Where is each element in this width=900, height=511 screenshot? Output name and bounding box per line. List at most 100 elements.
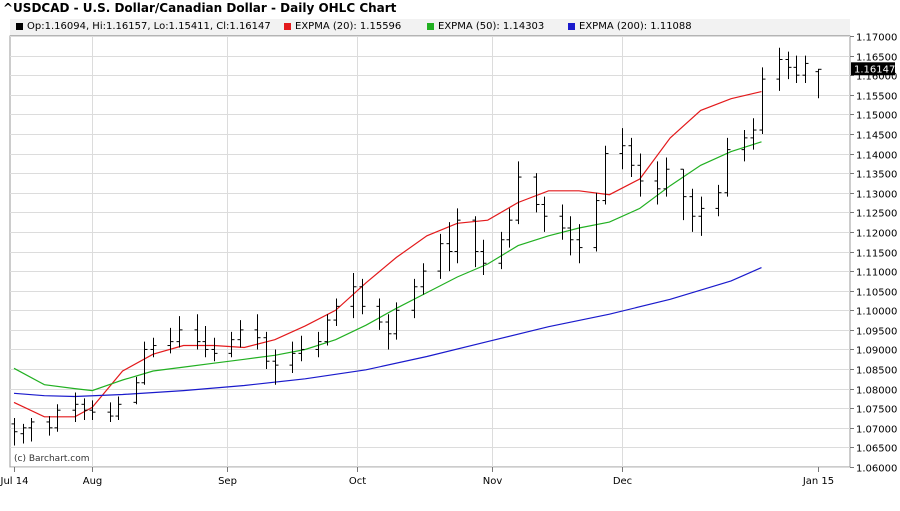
x-tick-label: Jul 14 bbox=[0, 476, 28, 487]
legend-ohlc-swatch bbox=[16, 23, 23, 30]
ohlc-bar bbox=[133, 376, 140, 405]
ema-line bbox=[13, 141, 762, 392]
ohlc-bar bbox=[194, 314, 201, 350]
y-tick-label: 1.17000 bbox=[856, 33, 897, 44]
legend-ohlc-label: Op:1.16094, Hi:1.16157, Lo:1.15411, Cl:1… bbox=[27, 21, 271, 32]
ohlc-bar bbox=[376, 298, 383, 330]
ohlc-bar bbox=[385, 314, 392, 350]
ohlc-bar bbox=[680, 168, 687, 221]
ohlc-bar bbox=[793, 55, 800, 84]
y-tick-label: 1.16000 bbox=[856, 72, 897, 83]
ohlc-bar bbox=[420, 263, 427, 295]
ohlc-bar bbox=[637, 153, 644, 197]
y-tick-label: 1.09000 bbox=[856, 346, 897, 357]
ohlc-bar bbox=[28, 418, 35, 442]
ohlc-bar bbox=[211, 337, 218, 362]
ohlc-bar bbox=[663, 157, 670, 197]
ohlc-bar bbox=[11, 418, 18, 446]
ohlc-bar bbox=[298, 335, 305, 362]
legend-ema200: EXPMA (200): 1.11088 bbox=[568, 21, 692, 32]
y-tick-label: 1.15000 bbox=[856, 111, 897, 122]
legend-ema20-label: EXPMA (20): 1.15596 bbox=[295, 21, 402, 32]
y-tick-label: 1.10000 bbox=[856, 307, 897, 318]
y-tick-label: 1.15500 bbox=[856, 92, 897, 103]
legend-ema200-swatch bbox=[568, 23, 575, 30]
y-tick-label: 1.11500 bbox=[856, 249, 897, 260]
ohlc-bar bbox=[698, 196, 705, 236]
y-tick-label: 1.16500 bbox=[856, 53, 897, 64]
ohlc-bar bbox=[263, 331, 270, 370]
legend-ema50-label: EXPMA (50): 1.14303 bbox=[438, 21, 545, 32]
legend-bar: Op:1.16094, Hi:1.16157, Lo:1.15411, Cl:1… bbox=[10, 19, 850, 36]
y-tick-label: 1.13500 bbox=[856, 170, 897, 181]
ohlc-bar bbox=[759, 67, 766, 134]
ohlc-bar bbox=[576, 224, 583, 264]
ohlc-bar bbox=[141, 341, 148, 385]
ohlc-bar bbox=[350, 273, 357, 319]
y-tick-label: 1.11000 bbox=[856, 268, 897, 279]
ohlc-bar bbox=[446, 222, 453, 272]
watermark: (c) Barchart.com bbox=[14, 454, 90, 464]
plot-area bbox=[9, 35, 851, 468]
x-tick-label: Sep bbox=[218, 476, 237, 487]
ohlc-bar bbox=[411, 278, 418, 319]
ohlc-bar bbox=[472, 216, 479, 268]
ohlc-bar bbox=[515, 161, 522, 225]
ohlc-bar bbox=[228, 331, 235, 358]
ohlc-bar bbox=[628, 137, 635, 178]
chart-title: ^USDCAD - U.S. Dollar/Canadian Dollar - … bbox=[3, 1, 397, 15]
ohlc-bar bbox=[289, 341, 296, 373]
x-tick-label: Jan 15 bbox=[802, 476, 834, 487]
legend-ema50: EXPMA (50): 1.14303 bbox=[427, 21, 544, 32]
x-tick-label: Dec bbox=[613, 476, 632, 487]
y-tick-label: 1.08500 bbox=[856, 366, 897, 377]
ohlc-bar bbox=[567, 216, 574, 256]
x-tick-label: Nov bbox=[483, 476, 503, 487]
ohlc-bar bbox=[333, 298, 340, 326]
y-tick-label: 1.13000 bbox=[856, 190, 897, 201]
ohlc-bar bbox=[506, 208, 513, 248]
ohlc-bar bbox=[46, 416, 53, 436]
ohlc-bar bbox=[724, 137, 731, 197]
y-tick-label: 1.08000 bbox=[856, 386, 897, 397]
y-tick-label: 1.09500 bbox=[856, 327, 897, 338]
ohlc-bar bbox=[54, 404, 61, 432]
ohlc-bar bbox=[176, 316, 183, 348]
ohlc-bar bbox=[359, 278, 366, 315]
ohlc-bar bbox=[541, 196, 548, 232]
ohlc-bar bbox=[254, 314, 261, 350]
ohlc-bar bbox=[593, 192, 600, 252]
y-tick-label: 1.14000 bbox=[856, 151, 897, 162]
y-tick-label: 1.12000 bbox=[856, 229, 897, 240]
ohlc-bar bbox=[741, 130, 748, 162]
ohlc-bar bbox=[72, 392, 79, 422]
y-tick-label: 1.06500 bbox=[856, 444, 897, 455]
ohlc-bar bbox=[454, 208, 461, 264]
ohlc-bar bbox=[533, 173, 540, 213]
ohlc-bar bbox=[559, 204, 566, 240]
ohlc-bar bbox=[115, 396, 122, 420]
y-tick-label: 1.10500 bbox=[856, 288, 897, 299]
ohlc-bar bbox=[776, 47, 783, 91]
ohlc-bar bbox=[815, 68, 822, 99]
ohlc-bar bbox=[654, 161, 661, 205]
ohlc-bar bbox=[324, 314, 331, 346]
ohlc-bar bbox=[437, 233, 444, 279]
ohlc-bar bbox=[689, 188, 696, 232]
ohlc-bar bbox=[202, 325, 209, 358]
ohlc-bar bbox=[150, 337, 157, 358]
ohlc-bar bbox=[237, 320, 244, 348]
y-tick-label: 1.14500 bbox=[856, 131, 897, 142]
ohlc-bar bbox=[480, 239, 487, 276]
ema-line bbox=[13, 267, 762, 398]
ohlc-bar bbox=[802, 55, 809, 84]
ohlc-bar bbox=[498, 231, 505, 270]
y-tick-label: 1.12500 bbox=[856, 209, 897, 220]
ema-line bbox=[13, 91, 762, 418]
y-tick-label: 1.07000 bbox=[856, 425, 897, 436]
ohlc-bar bbox=[81, 398, 88, 420]
ohlc-bar bbox=[20, 423, 27, 444]
ohlc-bar bbox=[602, 145, 609, 205]
ohlc-bar bbox=[167, 327, 174, 354]
